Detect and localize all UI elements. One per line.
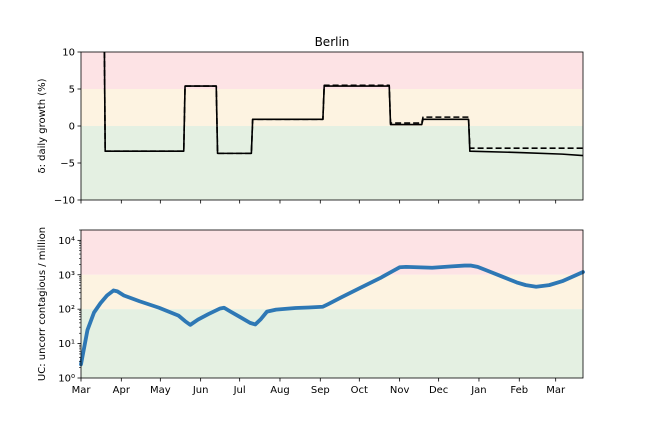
top-panel-band-yellow bbox=[81, 89, 583, 126]
bottom-panel-y-axis-label: UC: uncorr contagious / million bbox=[37, 227, 48, 381]
x-tick-label: Mar bbox=[72, 385, 92, 396]
bottom-panel-lines bbox=[79, 263, 585, 367]
top-panel-band-red bbox=[81, 52, 583, 89]
x-tick-label: Apr bbox=[113, 385, 131, 396]
top-panel-x-ticks bbox=[80, 200, 557, 204]
x-tick-label: Sep bbox=[311, 385, 330, 396]
bottom-panel-y-tick-label: 10¹ bbox=[58, 339, 75, 350]
x-tick-label: Feb bbox=[510, 385, 528, 396]
bottom-panel-x-ticks: Mar Apr May Jun Jul Aug Sep Oct Nov Dec Jan Feb Mar bbox=[72, 378, 566, 396]
top-panel-series-dashed-line bbox=[103, 51, 583, 155]
bottom-panel-y-tick-label: 10³ bbox=[58, 270, 75, 281]
top-panel: 10 5 0 −5 −10 Berlin δ: daily growth (%) bbox=[37, 35, 584, 207]
x-tick-label: May bbox=[150, 385, 171, 396]
top-panel-y-tick-label: 5 bbox=[69, 85, 75, 96]
bottom-panel-band-green bbox=[81, 309, 583, 378]
x-tick-label: Dec bbox=[429, 385, 448, 396]
x-tick-label: Oct bbox=[351, 385, 368, 396]
x-tick-label: Mar bbox=[546, 385, 566, 396]
bottom-panel-band-red bbox=[81, 230, 583, 275]
bottom-panel-series-solid-thick-line bbox=[79, 263, 585, 367]
bottom-panel-y-tick-label: 10² bbox=[58, 305, 75, 316]
top-panel-band-green bbox=[81, 126, 583, 200]
top-panel-y-tick-label: −5 bbox=[60, 159, 75, 170]
chart-title: Berlin bbox=[315, 35, 350, 49]
top-panel-y-ticks: 10 5 0 −5 −10 bbox=[54, 48, 81, 207]
x-tick-label: Aug bbox=[270, 385, 290, 396]
top-panel-y-tick-label: 0 bbox=[69, 122, 75, 133]
x-tick-label: Jan bbox=[470, 385, 486, 396]
bottom-panel-y-ticks: 10⁰ 10¹ 10² 10³ 10⁴ bbox=[58, 229, 81, 385]
top-panel-y-axis-label: δ: daily growth (%) bbox=[37, 78, 48, 173]
bottom-panel-y-tick-label: 10⁰ bbox=[58, 374, 75, 385]
bottom-panel-y-tick-label: 10⁴ bbox=[58, 236, 75, 247]
top-panel-lines bbox=[103, 51, 584, 157]
top-panel-y-tick-label: −10 bbox=[54, 196, 75, 207]
x-tick-label: Nov bbox=[390, 385, 410, 396]
top-panel-bands bbox=[81, 52, 583, 200]
bottom-panel-frame bbox=[80, 229, 584, 379]
x-tick-label: Jul bbox=[233, 385, 246, 396]
top-panel-y-tick-label: 10 bbox=[62, 48, 75, 59]
bottom-panel: 10⁰ 10¹ 10² 10³ 10⁴ Mar Apr May Jun Jul Aug Sep Oct… bbox=[37, 227, 585, 396]
x-tick-label: Jun bbox=[192, 385, 209, 396]
